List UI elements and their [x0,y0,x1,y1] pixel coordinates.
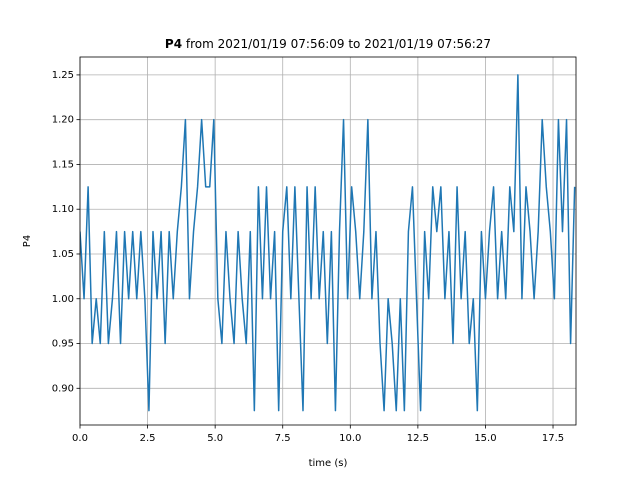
y-tick-label: 1.20 [52,115,74,126]
x-tick-label: 15.0 [474,433,496,444]
chart-title: P4 from 2021/01/19 07:56:09 to 2021/01/1… [165,37,491,51]
y-tick-label: 0.90 [52,383,74,394]
y-tick-label: 0.95 [52,339,74,350]
x-tick-label: 10.0 [339,433,361,444]
y-tick-label: 1.10 [52,204,74,215]
title-rest: from 2021/01/19 07:56:09 to 2021/01/19 0… [186,37,491,51]
x-tick-label: 0.0 [72,433,88,444]
data-line [80,74,576,412]
y-tick-label: 1.25 [52,70,74,81]
x-tick-label: 2.5 [140,433,156,444]
y-tick-label: 1.15 [52,159,74,170]
title-bold: P4 [165,37,182,51]
x-tick-label: 17.5 [542,433,564,444]
plot-frame [79,56,577,426]
x-tick-label: 5.0 [207,433,223,444]
y-tick-label: 1.00 [52,294,74,305]
y-tick-label: 1.05 [52,249,74,260]
x-tick-label: 7.5 [275,433,291,444]
x-tick-label: 12.5 [407,433,429,444]
x-axis-label: time (s) [309,458,348,469]
y-axis-label: P4 [22,235,33,247]
